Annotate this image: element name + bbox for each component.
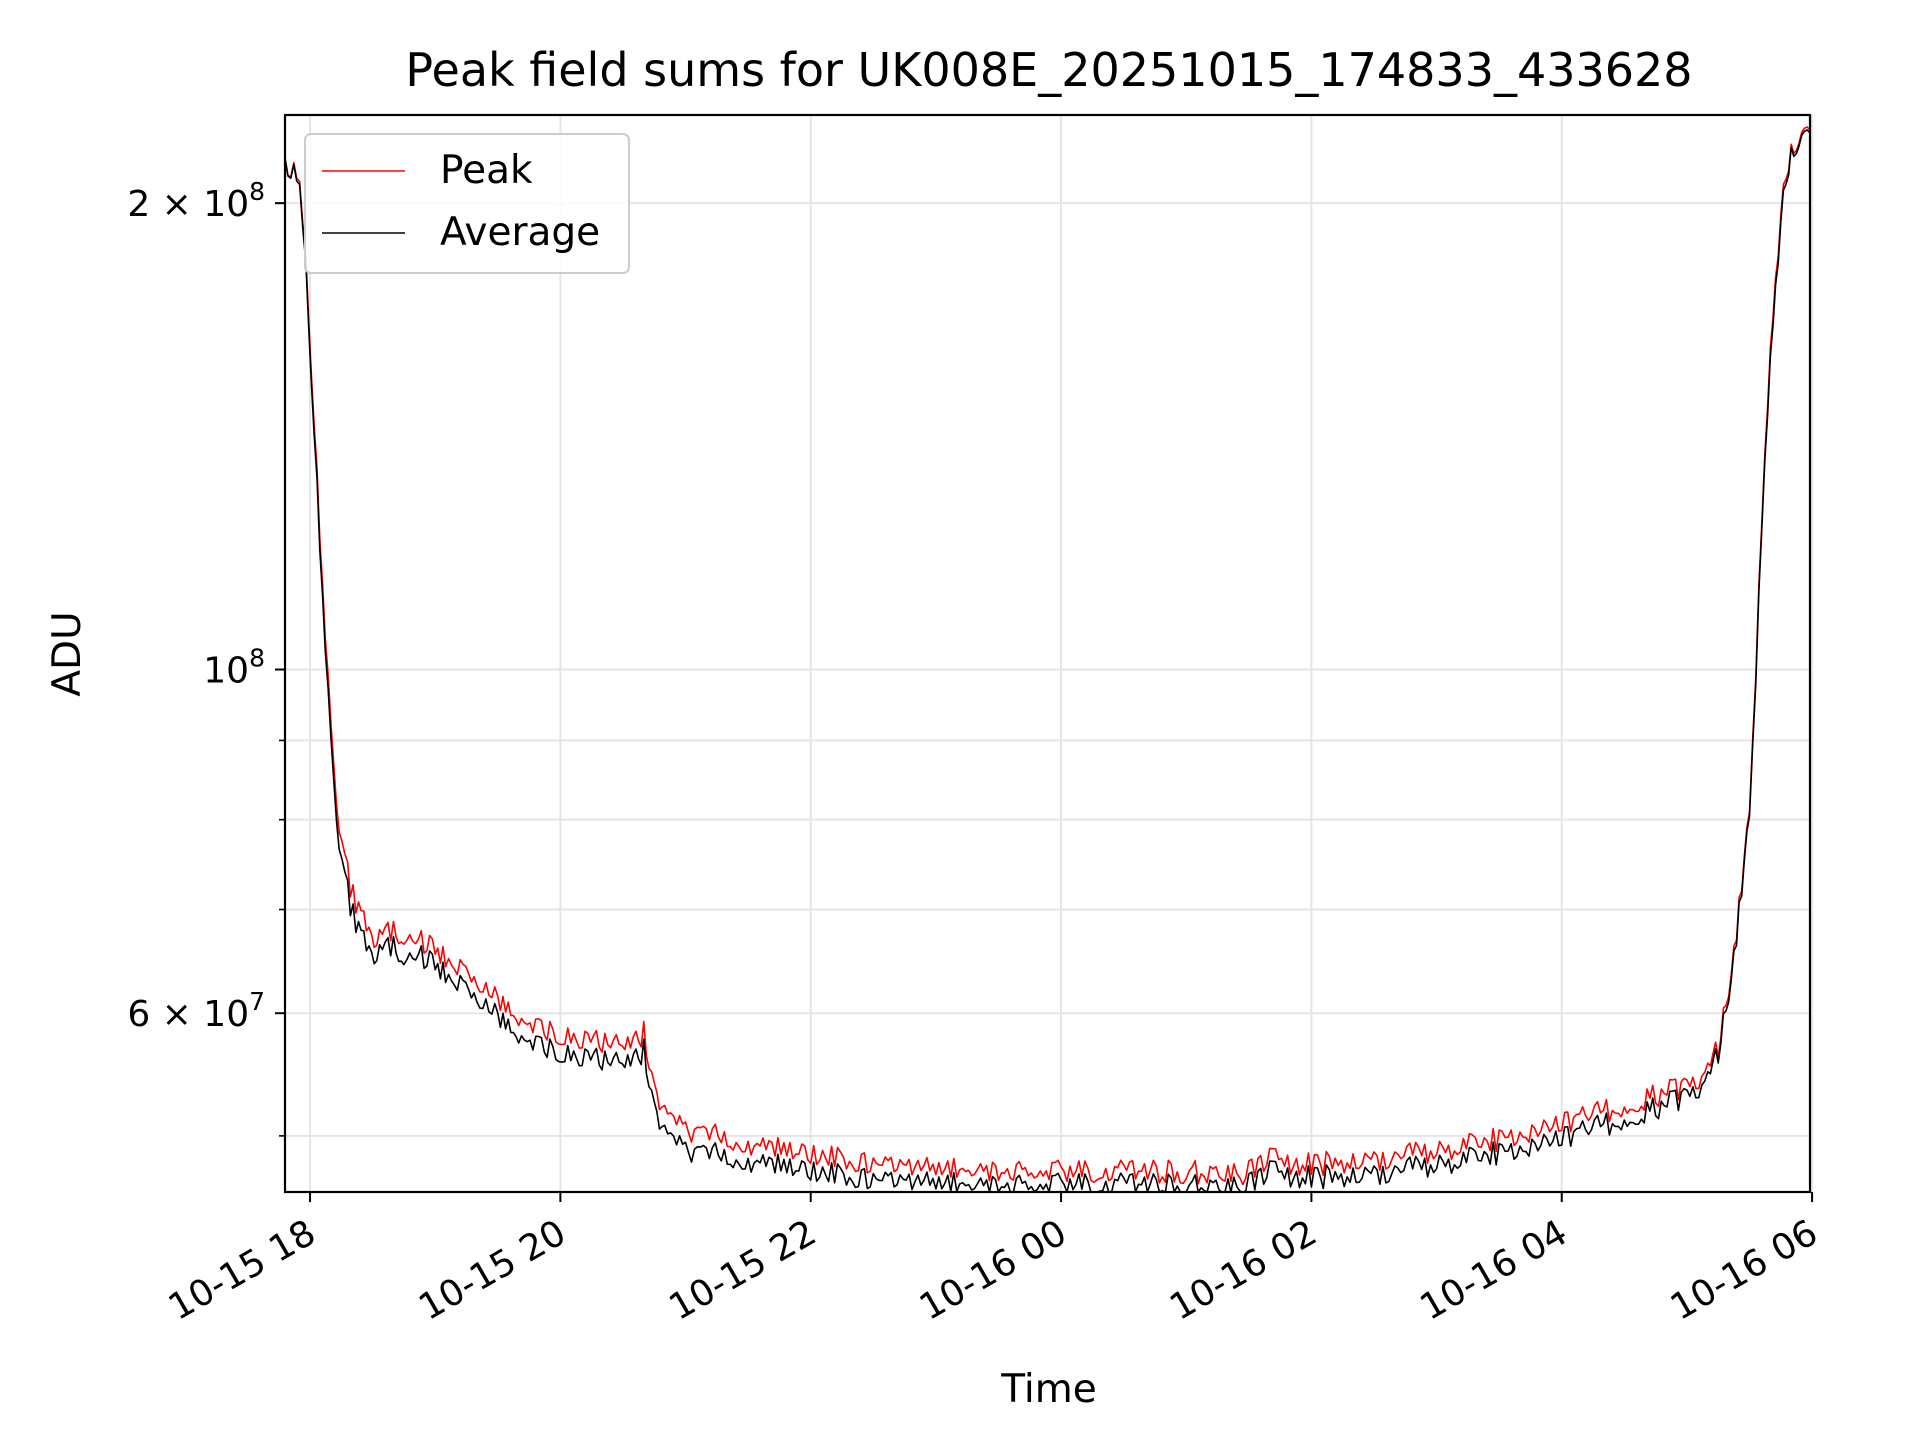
legend-label-peak: Peak — [440, 148, 533, 193]
legend-box — [304, 133, 630, 274]
y-axis-label: ADU — [45, 611, 90, 696]
plot-frame — [283, 113, 1812, 1194]
y-tick-label: 2 × 108 — [127, 177, 265, 225]
y-tick-label: 108 — [203, 644, 265, 692]
y-tick-label-exponent: 8 — [249, 644, 265, 673]
legend: Peak Average — [304, 133, 630, 274]
y-tick-label-base: 2 × 10 — [127, 184, 249, 225]
series-line-peak — [284, 126, 1811, 1186]
y-tick-label-exponent: 8 — [249, 177, 265, 206]
y-tick-label-exponent: 7 — [249, 987, 265, 1016]
chart-title: Peak field sums for UK008E_20251015_1748… — [405, 43, 1692, 97]
x-axis-label: Time — [1000, 1367, 1096, 1412]
series-lines — [284, 126, 1811, 1193]
legend-label-average: Average — [440, 210, 600, 255]
series-line-average — [284, 129, 1811, 1193]
y-tick-label-base: 10 — [203, 651, 249, 692]
y-tick-label: 6 × 107 — [127, 987, 265, 1035]
y-tick-label-base: 6 × 10 — [127, 994, 249, 1035]
